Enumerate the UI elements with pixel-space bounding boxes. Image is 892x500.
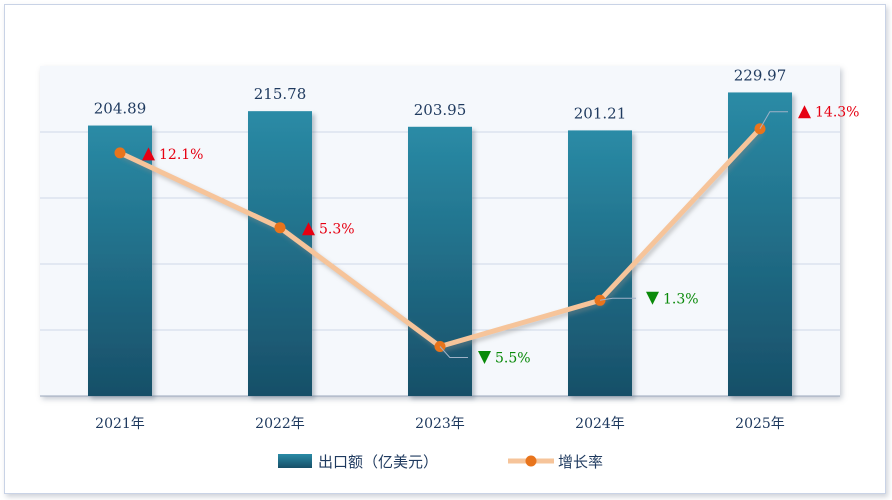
rate-label: 5.3%	[319, 222, 355, 238]
x-tick-label: 2021年	[95, 416, 145, 432]
bar	[728, 92, 792, 396]
rate-label: 1.3%	[663, 291, 699, 307]
rate-label: 14.3%	[815, 105, 859, 121]
rate-down-icon	[478, 351, 491, 364]
bar	[248, 111, 312, 396]
rate-label: 12.1%	[159, 147, 203, 163]
legend-line-label: 增长率	[558, 453, 603, 471]
x-tick-label: 2023年	[415, 416, 465, 432]
data-labels: 204.89 215.78 203.95 201.21 229.97 12.1% 5.3% 5…	[94, 66, 860, 366]
growth-rate-marker	[114, 147, 126, 159]
x-tick-label: 2025年	[735, 416, 785, 432]
bar-value-label: 215.78	[254, 85, 307, 103]
legend-bar-swatch	[278, 454, 312, 468]
bar	[88, 125, 152, 396]
legend: 出口额（亿美元） 增长率	[278, 453, 603, 471]
rate-up-icon	[302, 222, 315, 236]
bar-value-label: 204.89	[94, 100, 147, 118]
x-tick-label: 2022年	[255, 416, 305, 432]
rate-down-icon	[646, 291, 659, 305]
bar	[408, 126, 472, 396]
bar-value-label: 229.97	[734, 66, 787, 84]
rate-label: 5.5%	[495, 351, 531, 367]
rate-leader-line	[599, 297, 636, 301]
x-axis-ticks: 2021年 2022年 2023年 2024年 2025年	[95, 416, 785, 432]
rate-leader-line	[759, 111, 788, 129]
rate-up-icon	[142, 147, 155, 161]
bar-value-label: 203.95	[414, 101, 467, 119]
bar-value-label: 201.21	[574, 104, 627, 122]
growth-rate-marker	[274, 222, 286, 234]
legend-line-marker	[525, 455, 537, 467]
rate-up-icon	[798, 105, 811, 119]
x-tick-label: 2024年	[575, 416, 625, 432]
bar-series	[88, 92, 792, 396]
rate-leader-line	[439, 346, 468, 358]
legend-bar-label: 出口额（亿美元）	[318, 453, 438, 471]
bar	[568, 130, 632, 396]
